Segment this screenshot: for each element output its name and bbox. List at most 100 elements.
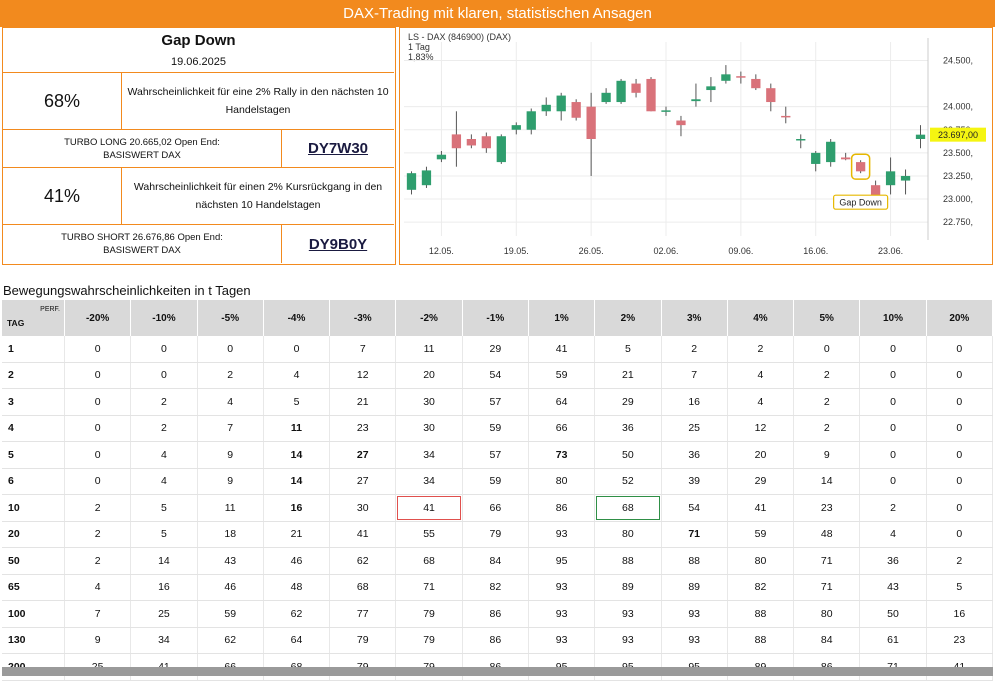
- table-column-header: -1%: [462, 300, 529, 336]
- row-day-label: 3: [2, 388, 65, 416]
- table-cell: 16: [263, 494, 331, 522]
- table-cell: 0: [197, 336, 264, 363]
- y-tick-label: 24.000,: [943, 102, 973, 112]
- candle-body: [811, 152, 821, 164]
- x-tick-label: 12.05.: [429, 246, 454, 256]
- table-cell: 2: [197, 362, 264, 389]
- table-row: 130 9 34 62 64 79 79 86 93 93 93 88 84 61 23: [2, 627, 994, 654]
- table-row: 20 2 5 18 21 41 55 79 93 80 71 59 48 4 0: [2, 521, 994, 548]
- table-cell: 79: [462, 521, 529, 548]
- table-cell: 43: [859, 574, 927, 601]
- table-cell: 21: [329, 388, 397, 416]
- candle-body: [706, 86, 716, 91]
- table-cell: 41: [727, 494, 795, 522]
- table-cell: 88: [594, 547, 662, 575]
- table-column-header: -10%: [130, 300, 198, 336]
- chart-change: 1,83%: [408, 52, 434, 62]
- turbo-long-code-link[interactable]: DY7W30: [281, 130, 394, 167]
- table-cell: 68: [395, 547, 463, 575]
- table-cell: 9: [197, 441, 264, 469]
- corner-perf-label: PERF.: [40, 306, 60, 313]
- table-cell: 36: [594, 415, 662, 442]
- table-cell: 34: [395, 468, 463, 495]
- table-cell: 88: [661, 547, 728, 575]
- table-cell: 62: [329, 547, 397, 575]
- table-column-header: -5%: [197, 300, 264, 336]
- table-cell: 80: [528, 468, 596, 495]
- table-cell: 46: [263, 547, 331, 575]
- table-cell: 2: [64, 521, 132, 548]
- table-cell: 20: [395, 362, 463, 389]
- chart-header: LS - DAX (846900) (DAX) 1 Tag 1,83%: [408, 32, 511, 62]
- table-cell: 0: [859, 468, 927, 495]
- last-price-box: [930, 127, 986, 142]
- candle-body: [691, 99, 701, 102]
- table-cell: 2: [130, 415, 198, 442]
- table-row: 5 0 4 9 14 27 34 57 73 50 36 20 9 0 0: [2, 441, 994, 469]
- table-cell: 21: [263, 521, 331, 548]
- table-cell: 86: [462, 627, 529, 654]
- table-cell: 36: [859, 547, 927, 575]
- table-cell: 9: [64, 627, 132, 654]
- table-cell: 68: [329, 574, 397, 601]
- table-cell: 95: [528, 547, 596, 575]
- row-day-label: 4: [2, 415, 65, 442]
- candle-body: [466, 139, 477, 146]
- probability-table: TAG PERF. -20% -10% -5% -4% -3% -2% -1% 1% 2% 3% 4% 5…: [2, 300, 994, 681]
- dax-chart-panel: LS - DAX (846900) (DAX) 1 Tag 1,83% 24.5…: [399, 27, 993, 265]
- table-cell: 14: [130, 547, 198, 575]
- table-cell: 4: [859, 521, 927, 548]
- table-cell: 4: [263, 362, 331, 389]
- table-cell: 0: [926, 441, 994, 469]
- x-tick-label: 26.05.: [579, 246, 604, 256]
- turbo-short-description: TURBO SHORT 26.676,86 Open End: BASISWER…: [61, 232, 223, 256]
- table-cell: 23: [329, 415, 397, 442]
- y-tick-label: 23.000,: [943, 194, 973, 204]
- table-cell: 64: [528, 388, 596, 416]
- table-cell: 89: [661, 574, 728, 601]
- row-day-label: 2: [2, 362, 65, 389]
- candle-body: [586, 106, 596, 139]
- table-column-header: 4%: [727, 300, 795, 336]
- turbo-long-description: TURBO LONG 20.665,02 Open End: BASISWERT…: [64, 136, 220, 161]
- table-cell: 59: [462, 415, 529, 442]
- table-cell: 41: [395, 494, 463, 522]
- table-cell: 84: [462, 547, 529, 575]
- x-tick-label: 02.06.: [653, 246, 678, 256]
- table-cell: 30: [395, 388, 463, 416]
- signal-title: Gap Down: [161, 32, 236, 49]
- candle-body: [631, 83, 641, 93]
- table-cell: 0: [263, 336, 331, 363]
- candle-body: [601, 92, 611, 103]
- table-cell: 79: [329, 627, 397, 654]
- table-cell: 46: [197, 574, 264, 601]
- table-cell: 0: [130, 362, 198, 389]
- table-cell: 2: [793, 388, 861, 416]
- table-cell: 4: [197, 388, 264, 416]
- table-cell: 59: [462, 468, 529, 495]
- candle-body: [616, 80, 626, 103]
- table-cell: 68: [594, 494, 662, 522]
- table-cell: 59: [197, 600, 264, 628]
- x-tick-label: 19.05.: [504, 246, 529, 256]
- table-cell: 25: [130, 600, 198, 628]
- table-cell: 7: [197, 415, 264, 442]
- table-cell: 80: [727, 547, 795, 575]
- candlestick-chart: 24.500,24.000,23.750,23.500,23.250,23.00…: [404, 38, 986, 256]
- y-tick-label: 23.250,: [943, 171, 973, 181]
- table-cell: 4: [64, 574, 132, 601]
- chart-interval: 1 Tag: [408, 42, 430, 52]
- table-cell: 0: [793, 336, 861, 363]
- table-cell: 2: [727, 336, 795, 363]
- table-cell: 41: [528, 336, 596, 363]
- turbo-short-code-link[interactable]: DY9B0Y: [281, 225, 394, 263]
- candle-body: [436, 154, 447, 160]
- table-cell: 16: [926, 600, 994, 628]
- table-cell: 66: [528, 415, 596, 442]
- table-cell: 21: [594, 362, 662, 389]
- table-cell: 2: [793, 362, 861, 389]
- table-cell: 5: [926, 574, 994, 601]
- row-day-label: 6: [2, 468, 65, 495]
- table-cell: 93: [594, 627, 662, 654]
- table-cell: 25: [661, 415, 728, 442]
